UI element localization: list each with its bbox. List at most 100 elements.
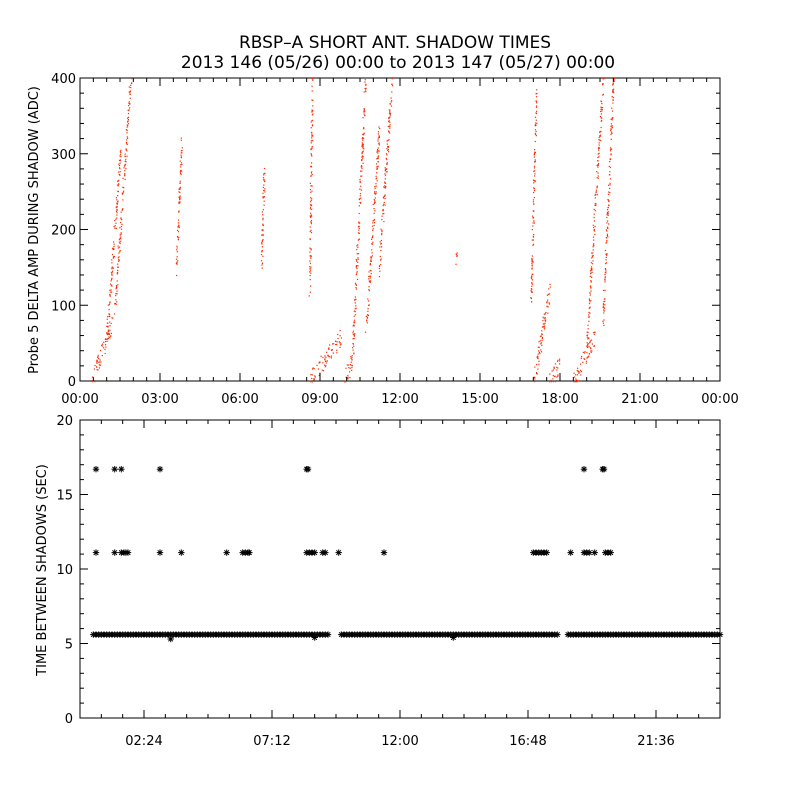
top-data-point (549, 293, 551, 295)
asterisk-stroke (168, 636, 174, 642)
top-data-point (390, 97, 392, 99)
top-data-point (376, 158, 378, 160)
top-data-point (179, 182, 181, 184)
top-data-point (582, 361, 584, 363)
top-data-point (104, 348, 106, 350)
top-data-point (122, 208, 124, 210)
top-data-point (347, 377, 349, 379)
top-data-point (177, 222, 180, 224)
top-data-point (606, 226, 609, 228)
top-data-point (605, 259, 607, 261)
dip-asterisk-point (311, 634, 318, 641)
top-data-point (310, 140, 312, 142)
top-data-point (533, 153, 536, 155)
top-data-point (116, 272, 119, 275)
top-data-point (126, 143, 128, 145)
top-data-point (310, 148, 312, 150)
top-data-point (179, 171, 181, 173)
top-data-point (391, 100, 393, 102)
top-data-point (605, 263, 607, 265)
top-data-point (108, 330, 110, 333)
top-data-point (359, 179, 361, 181)
top-data-point (360, 166, 362, 168)
top-axis-ticks: 00:00 03:00 06:00 09:00 12:00 15:00 18:00 21:00… (51, 72, 739, 407)
top-data-point (117, 284, 119, 286)
top-data-point (603, 301, 605, 303)
top-data-point (534, 378, 536, 380)
top-data-point (127, 123, 129, 125)
top-data-point (386, 154, 388, 156)
bottom-x-tick-label: 07:12 (253, 734, 290, 749)
top-data-point (530, 290, 532, 292)
top-data-point (533, 156, 535, 158)
top-data-point (262, 239, 264, 241)
top-data-point (127, 125, 129, 127)
top-data-point (107, 329, 109, 331)
top-data-point (382, 208, 384, 211)
top-data-point (376, 180, 378, 182)
top-data-point (384, 182, 386, 184)
top-data-point (589, 342, 591, 344)
top-data-point (116, 203, 118, 205)
top-data-point (387, 148, 389, 151)
top-data-point (116, 217, 118, 219)
top-data-point (591, 252, 593, 254)
top-data-point (356, 253, 358, 255)
top-data-point (362, 147, 364, 149)
top-data-point (597, 153, 599, 155)
top-data-point (176, 245, 178, 247)
top-data-point (586, 357, 588, 359)
top-data-point (311, 78, 313, 80)
top-data-point (354, 308, 356, 310)
top-data-point (589, 312, 591, 314)
top-data-point (261, 229, 263, 231)
top-data-point (580, 369, 582, 371)
top-data-point (603, 309, 605, 311)
bottom-y-axis-label: TIME BETWEEN SHADOWS (SEC) (35, 464, 50, 677)
top-data-point (128, 105, 130, 107)
top-data-point (531, 275, 533, 277)
top-data-point (126, 129, 128, 131)
top-data-point (374, 187, 376, 189)
top-data-point (605, 268, 607, 271)
top-data-point (120, 149, 122, 151)
top-data-point (549, 373, 551, 375)
top-data-point (100, 361, 102, 363)
bottom-plot-panel: 02:24 07:12 12:00 16:48 21:36 0 5 10 15 20 TIME B… (35, 414, 724, 749)
asterisk-point-11s (567, 549, 574, 556)
top-data-point (380, 249, 382, 252)
top-data-point (532, 210, 534, 212)
asterisk-stroke (305, 466, 311, 472)
top-data-point (330, 349, 333, 351)
top-data-point (533, 220, 535, 222)
top-data-point (607, 213, 609, 215)
top-data-point (179, 195, 181, 197)
top-data-point (371, 249, 373, 251)
top-data-point (322, 362, 324, 364)
top-data-point (260, 254, 263, 256)
top-data-point (601, 110, 603, 112)
top-data-point (371, 252, 373, 254)
top-data-point (384, 185, 386, 187)
top-data-point (110, 322, 112, 324)
top-data-point (590, 300, 592, 302)
top-data-point (540, 335, 543, 337)
top-data-point (368, 275, 370, 278)
top-x-tick-label: 00:00 (701, 392, 738, 407)
top-data-point (593, 345, 595, 347)
top-data-point (122, 177, 124, 179)
top-data-point (112, 270, 114, 272)
top-data-point (121, 193, 123, 195)
top-data-point (389, 112, 392, 114)
top-data-point (367, 308, 369, 310)
top-data-point (590, 339, 593, 341)
top-data-point (587, 331, 589, 333)
top-data-point (377, 138, 379, 140)
top-data-point (357, 257, 359, 259)
top-data-point (180, 170, 182, 172)
top-data-point (387, 125, 389, 128)
top-data-point (180, 152, 182, 154)
top-data-point (102, 343, 104, 345)
top-data-point (385, 171, 387, 173)
top-data-point (318, 374, 320, 376)
